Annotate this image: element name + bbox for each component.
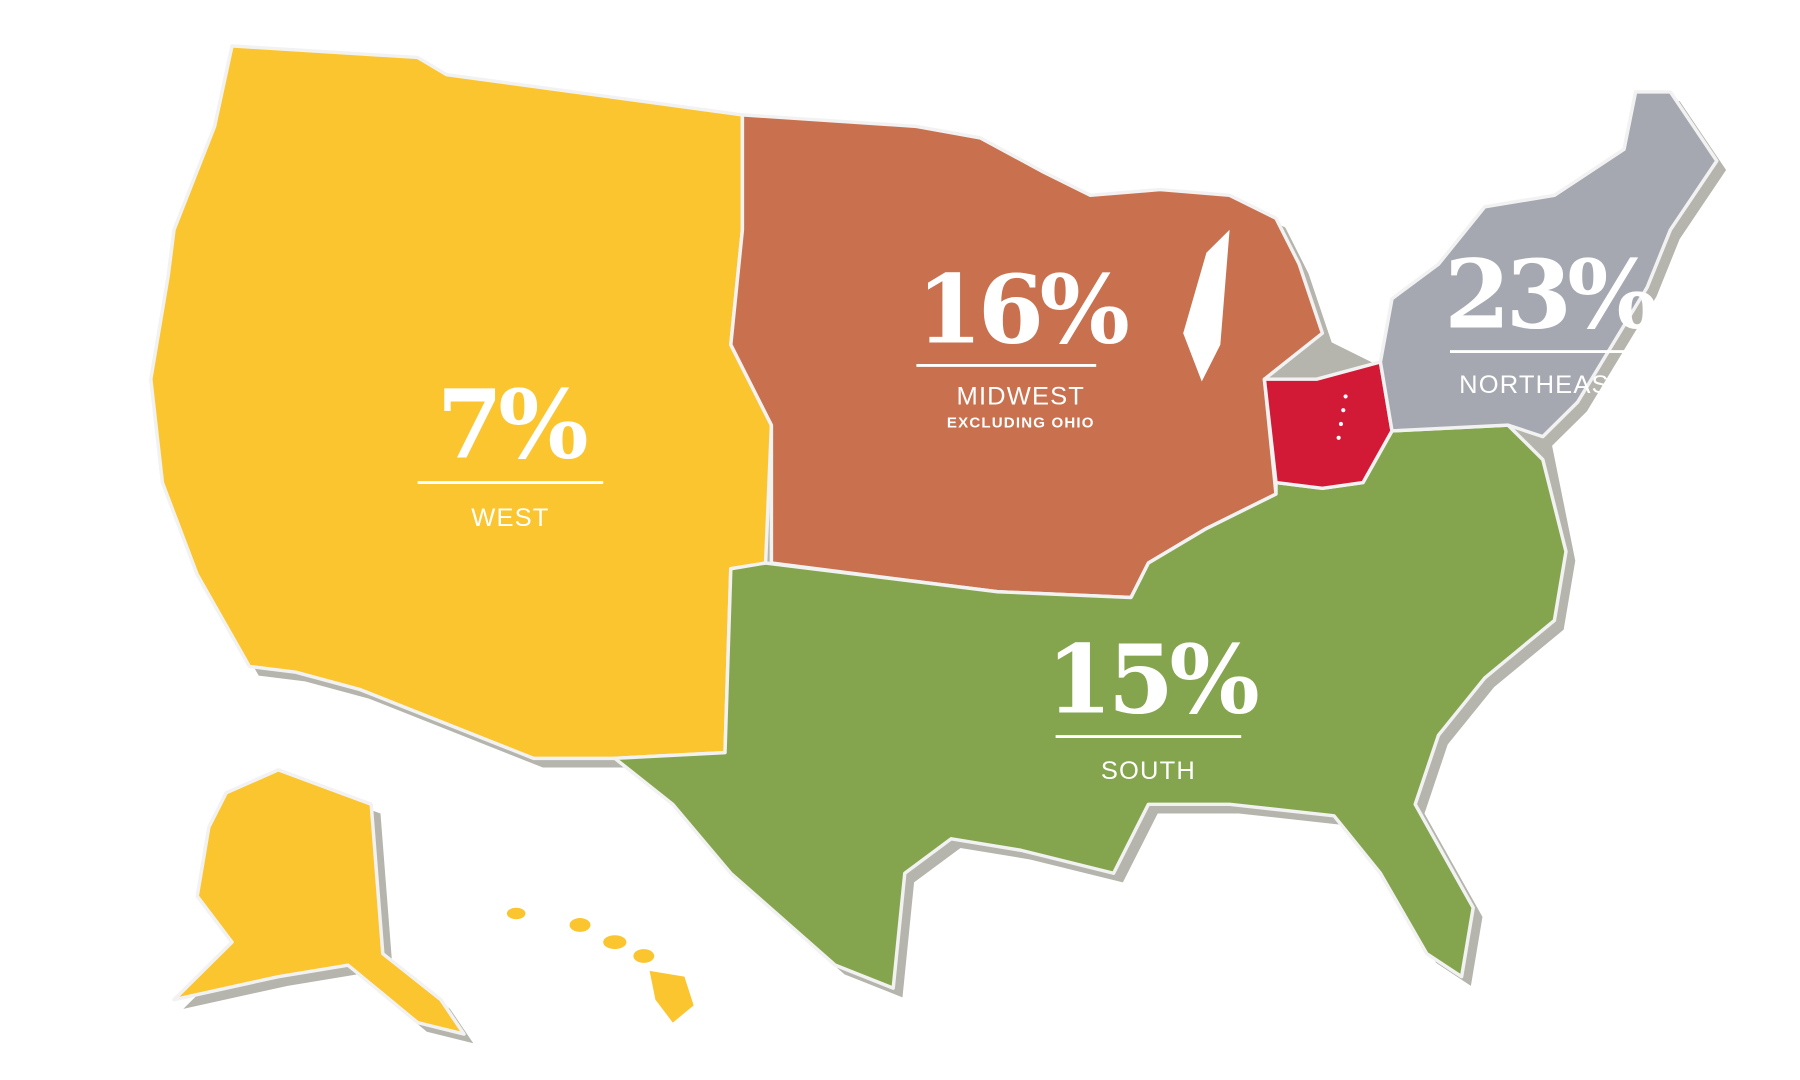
alaska [172,768,466,1036]
ohio [1262,360,1394,491]
island [603,935,627,950]
lake-michigan [1183,229,1230,382]
west-share: 7% [437,370,587,480]
dot [1341,408,1346,413]
island [633,949,655,963]
region-south [613,423,1568,990]
south-share: 15% [1046,625,1257,735]
ohio-dots [1336,394,1348,440]
midwest-note: EXCLUDING OHIO [947,414,1095,431]
dot [1343,394,1348,399]
northeast-name: NORTHEAST [1459,371,1626,399]
midwest-share: 16% [916,255,1127,365]
south-name: SOUTH [1101,757,1196,785]
map-group: 7% WEST 16% MIDWEST EXCLUDING OHIO 15% S… [149,44,1727,1044]
dot [1338,421,1344,427]
midwest-name: MIDWEST [957,383,1086,411]
northeast-share: 23% [1444,240,1655,350]
hawaii [506,907,694,1023]
island [649,970,694,1023]
island [569,918,591,932]
west-name: WEST [471,504,549,532]
dot [1336,435,1341,440]
island [506,907,526,920]
